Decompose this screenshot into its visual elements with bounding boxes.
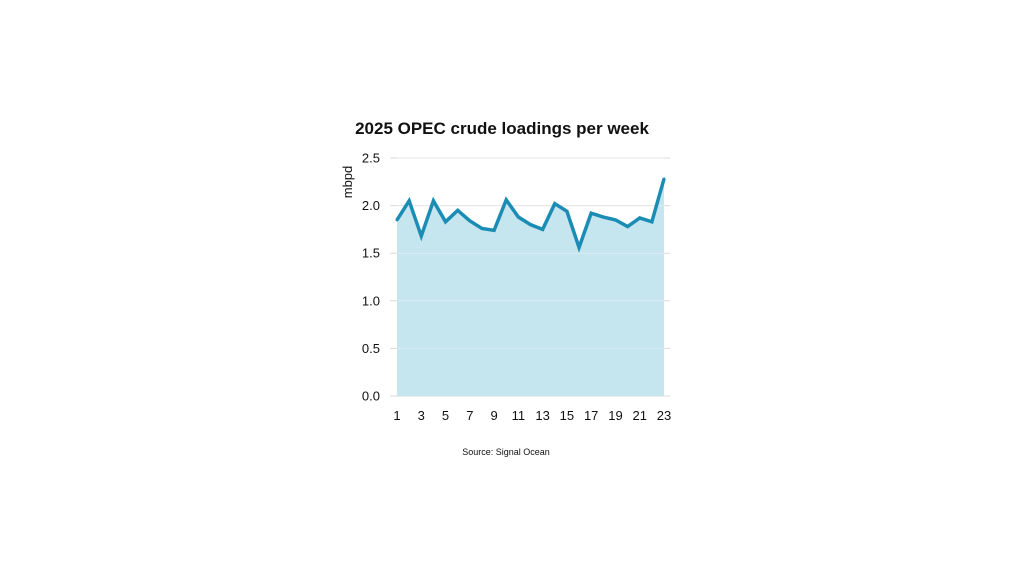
y-tick-labels: 0.0 0.5 1.0 1.5 2.0 2.5 [362,151,380,404]
x-tick-label-6: 13 [535,408,549,423]
data-point-week-16 [577,245,581,249]
data-point-week-18 [601,215,605,219]
data-point-week-15 [565,209,569,213]
y-tick-label-5: 2.5 [362,151,380,166]
x-tick-labels: 1 3 5 7 9 11 13 15 17 19 21 23 [393,408,671,423]
data-point-week-22 [650,220,654,224]
x-tick-label-4: 9 [490,408,497,423]
x-tick-label-9: 19 [608,408,622,423]
data-point-week-6 [456,208,460,212]
data-point-week-3 [419,234,423,238]
x-tick-label-10: 21 [632,408,646,423]
data-point-week-17 [589,211,593,215]
data-point-week-5 [444,220,448,224]
y-tick-label-0: 0.0 [362,389,380,404]
data-point-week-4 [431,199,435,203]
x-tick-label-5: 11 [512,408,526,423]
data-point-week-2 [407,199,411,203]
area-fill [397,157,664,396]
data-point-week-21 [638,216,642,220]
data-point-week-13 [541,227,545,231]
data-point-week-8 [480,226,484,230]
y-tick-label-1: 0.5 [362,341,380,356]
data-points [395,177,666,249]
data-point-week-23 [662,177,666,181]
x-tick-label-7: 15 [560,408,574,423]
y-tick-label-4: 2.0 [362,198,380,213]
chart-title: 2025 OPEC crude loadings per week [355,119,649,138]
x-tick-label-11: 23 [657,408,671,423]
x-tick-label-3: 7 [466,408,473,423]
y-tick-label-3: 1.5 [362,246,380,261]
data-point-week-10 [504,198,508,202]
x-tick-label-8: 17 [584,408,598,423]
data-point-week-14 [553,202,557,206]
data-point-week-1 [395,218,399,222]
data-point-week-9 [492,228,496,232]
x-tick-label-1: 3 [418,408,425,423]
x-tick-label-2: 5 [442,408,449,423]
y-axis-label: mbpd [340,166,355,199]
data-point-week-20 [626,225,630,229]
data-point-week-11 [516,215,520,219]
data-point-week-19 [613,218,617,222]
y-tick-label-2: 1.0 [362,293,380,308]
x-tick-label-0: 1 [393,408,400,423]
data-point-week-12 [529,223,532,227]
area-shape [397,178,664,396]
source-note: Source: Signal Ocean [462,447,550,457]
data-point-week-7 [468,219,472,223]
